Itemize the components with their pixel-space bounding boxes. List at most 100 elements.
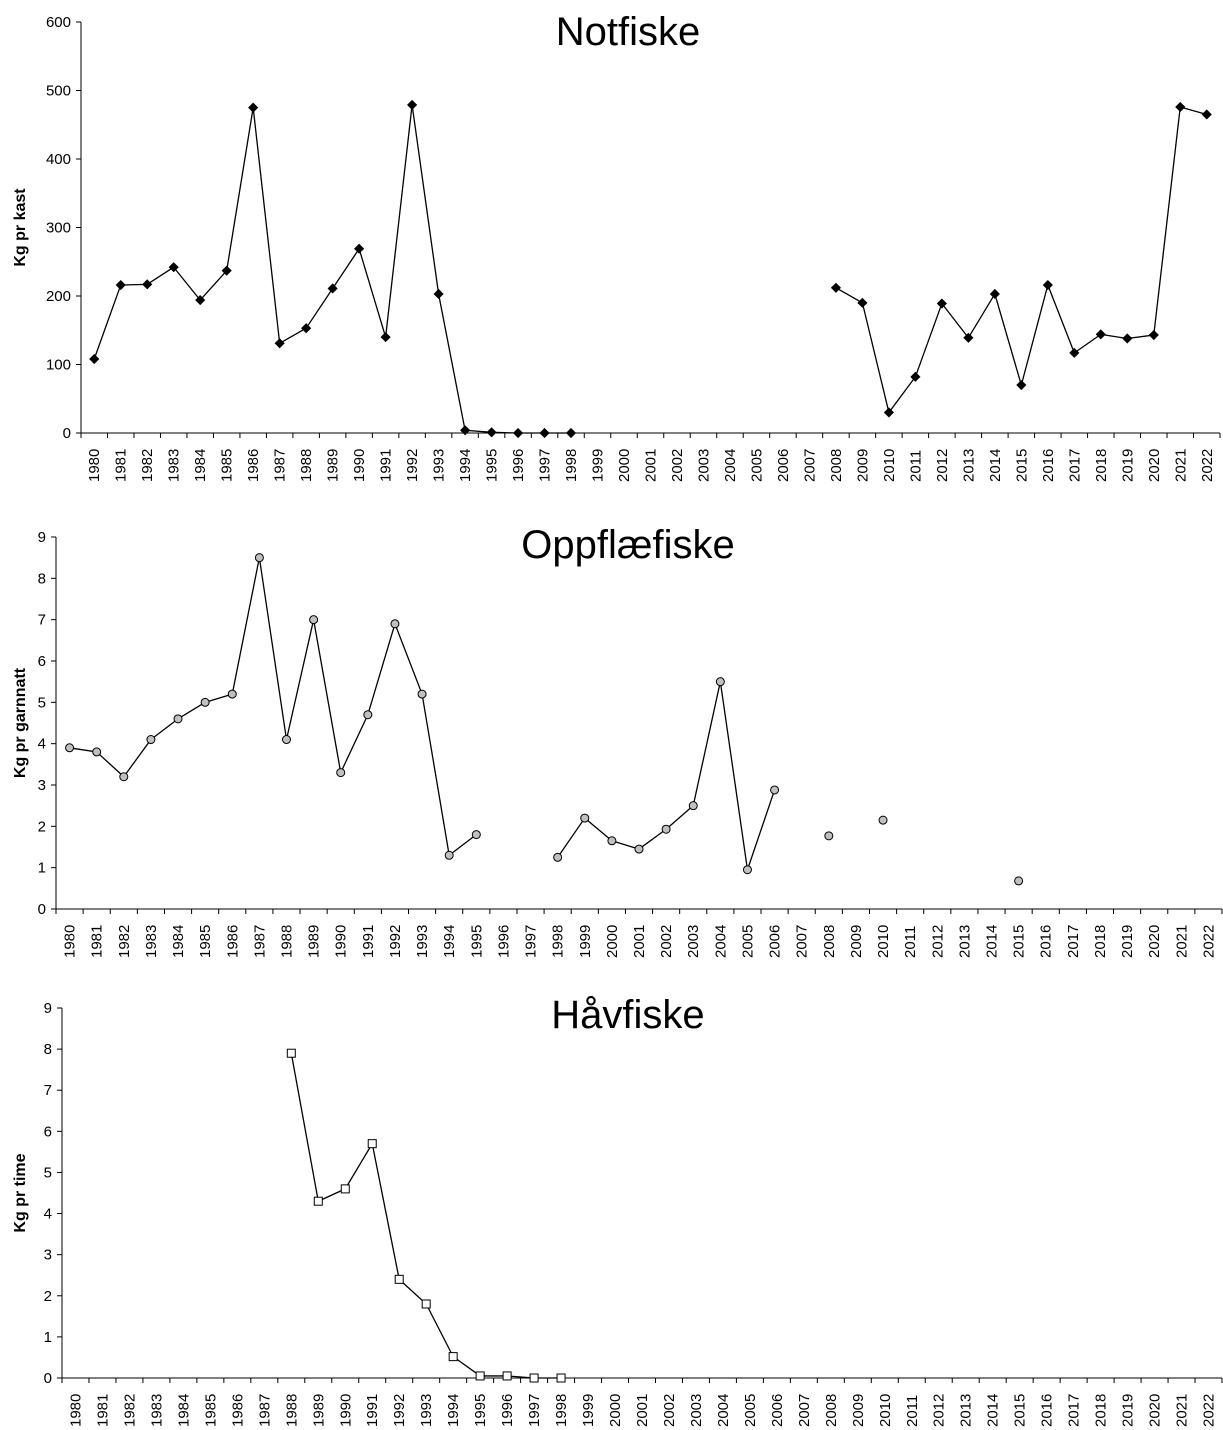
x-tick-label: 1988: [278, 925, 295, 958]
x-tick-label: 1983: [143, 925, 160, 958]
x-tick-label: 1993: [414, 925, 431, 958]
x-tick-label: 2011: [907, 450, 924, 482]
data-point: [688, 801, 698, 811]
x-tick-label: 1983: [166, 449, 183, 482]
series-line-segment: [384, 104, 413, 338]
series-line-segment: [437, 293, 466, 431]
data-point: [168, 262, 179, 273]
data-point: [173, 714, 183, 724]
y-tick-label: 4: [44, 1206, 52, 1223]
data-point: [394, 1274, 404, 1284]
series-line-segment: [371, 1143, 400, 1280]
data-point: [195, 295, 206, 306]
x-tick-label: 1996: [495, 925, 512, 958]
data-point: [770, 785, 780, 795]
x-tick-label: 2013: [958, 1394, 975, 1427]
x-tick-label: 1989: [325, 449, 342, 482]
x-tick-label: 1982: [121, 1394, 138, 1427]
y-tick-label: 2: [44, 1288, 52, 1305]
x-tick-label: 2019: [1119, 449, 1136, 482]
data-point: [553, 852, 563, 862]
data-point: [460, 425, 471, 436]
data-point: [1042, 279, 1053, 291]
series-line-segment: [411, 104, 440, 295]
data-point: [963, 332, 974, 343]
series-line-segment: [173, 266, 201, 301]
series-line-segment: [367, 623, 396, 715]
data-point: [883, 407, 894, 418]
series-line-segment: [888, 376, 916, 413]
x-tick-label: 1996: [499, 1394, 516, 1427]
series-line-segment: [69, 747, 97, 753]
y-tick-label: 6: [38, 653, 46, 670]
x-tick-label: 2007: [796, 1394, 813, 1427]
series-line-segment: [638, 828, 667, 850]
x-tick-label: 1986: [229, 1394, 246, 1427]
data-point: [607, 836, 617, 846]
x-tick-label: 2005: [739, 925, 756, 958]
x-tick-label: 1999: [577, 925, 594, 958]
x-tick-label: 1994: [441, 925, 458, 958]
x-tick-label: 2000: [616, 449, 633, 482]
x-tick-label: 2004: [715, 1394, 732, 1427]
x-tick-label: 1993: [431, 449, 448, 482]
x-tick-label: 2020: [1146, 449, 1163, 482]
y-tick-label: 0: [44, 1370, 52, 1387]
series-line-segment: [1073, 333, 1102, 354]
x-tick-label: 2004: [712, 925, 729, 958]
x-tick-label: 2022: [1199, 449, 1216, 482]
x-tick-label: 2001: [634, 1394, 651, 1427]
data-point: [989, 288, 1000, 300]
data-point: [556, 1373, 566, 1383]
series-line-segment: [665, 805, 694, 830]
series-line-segment: [394, 623, 423, 695]
series-line-segment: [279, 327, 307, 344]
y-axis-label: Kg pr time: [12, 1153, 29, 1232]
data-point: [857, 297, 868, 308]
y-tick-label: 3: [44, 1247, 52, 1264]
x-tick-label: 1986: [224, 925, 241, 958]
x-tick-label: 1986: [245, 449, 262, 482]
data-point: [286, 1048, 296, 1058]
y-tick-label: 100: [46, 357, 71, 374]
data-point: [313, 1196, 323, 1206]
data-point: [146, 735, 156, 745]
data-point: [380, 332, 391, 343]
x-tick-label: 2014: [985, 1394, 1002, 1427]
x-tick-label: 2019: [1120, 1394, 1137, 1427]
data-point: [227, 689, 237, 699]
data-point: [65, 743, 75, 753]
x-tick-label: 2013: [960, 449, 977, 482]
series-line-segment: [861, 302, 890, 413]
series-line-segment: [1020, 284, 1049, 386]
y-tick-label: 0: [63, 425, 71, 442]
data-point: [417, 689, 427, 699]
x-tick-label: 1993: [418, 1394, 435, 1427]
x-tick-label: 2010: [881, 449, 898, 482]
x-tick-label: 2015: [1011, 925, 1028, 958]
data-point: [634, 844, 644, 854]
x-tick-label: 2000: [604, 925, 621, 958]
data-point: [475, 1371, 485, 1381]
series-line-segment: [584, 817, 613, 842]
x-tick-label: 1989: [306, 925, 323, 958]
x-tick-label: 2022: [1201, 1394, 1218, 1427]
x-tick-label: 2001: [643, 449, 660, 482]
x-tick-label: 2003: [685, 925, 702, 958]
data-point: [529, 1373, 539, 1383]
x-tick-label: 1992: [391, 1394, 408, 1427]
data-point: [281, 735, 291, 745]
series-line-segment: [1100, 333, 1128, 340]
series-line-segment: [1180, 106, 1207, 116]
y-tick-label: 7: [44, 1082, 52, 1099]
y-tick-label: 6: [44, 1123, 52, 1140]
x-tick-label: 1984: [175, 1394, 192, 1427]
y-tick-label: 500: [46, 83, 71, 100]
y-tick-label: 1: [44, 1329, 52, 1346]
x-tick-label: 2010: [875, 925, 892, 958]
series-line-segment: [358, 248, 387, 338]
x-tick-label: 1995: [468, 925, 485, 958]
series-line-segment: [692, 681, 721, 806]
data-point: [301, 323, 312, 334]
data-point: [512, 427, 524, 439]
